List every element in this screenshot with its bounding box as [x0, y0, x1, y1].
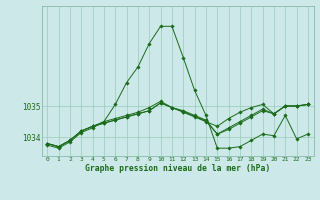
X-axis label: Graphe pression niveau de la mer (hPa): Graphe pression niveau de la mer (hPa) [85, 164, 270, 173]
